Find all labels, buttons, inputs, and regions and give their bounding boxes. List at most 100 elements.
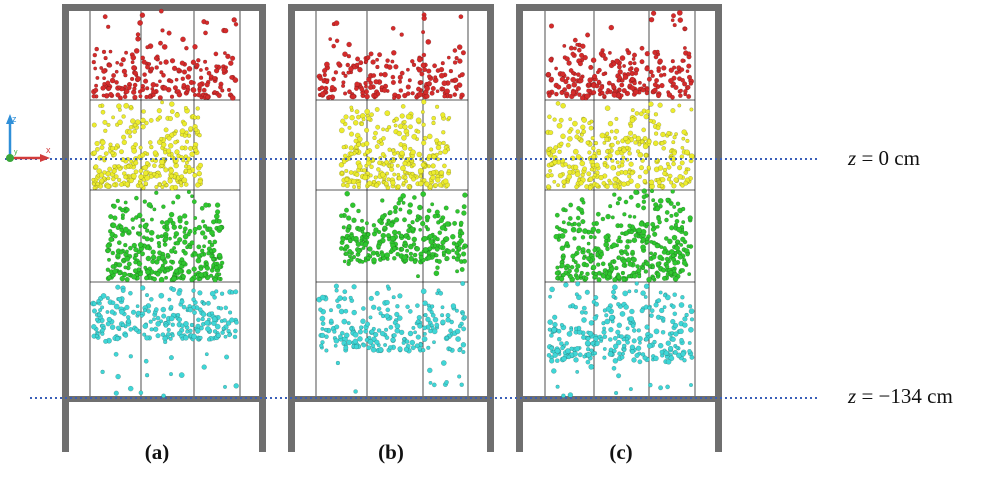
particle <box>683 230 689 237</box>
particle <box>333 337 340 344</box>
particle <box>344 207 349 213</box>
particle <box>410 345 416 351</box>
particle <box>368 315 373 320</box>
particle <box>624 244 630 250</box>
particle <box>631 328 637 333</box>
particle <box>167 143 174 149</box>
particle <box>427 183 433 189</box>
particle <box>378 72 384 77</box>
particle <box>628 194 634 200</box>
particle <box>596 262 601 267</box>
particle <box>167 217 174 223</box>
particle <box>436 288 441 293</box>
particle <box>652 140 659 147</box>
particle <box>353 235 359 242</box>
particle <box>575 154 582 160</box>
particle <box>416 151 423 158</box>
frame-right-post <box>487 4 494 452</box>
particle <box>636 227 643 234</box>
particle <box>576 86 581 91</box>
particle <box>431 382 437 388</box>
particle <box>580 43 586 49</box>
particle <box>622 347 627 353</box>
particle <box>392 333 397 338</box>
particle <box>559 341 564 346</box>
particle <box>425 39 432 45</box>
particle <box>141 109 146 114</box>
particle <box>640 139 645 144</box>
particle <box>559 263 565 269</box>
particle <box>343 73 348 79</box>
particle <box>418 180 424 187</box>
particle <box>116 164 121 169</box>
particle <box>545 71 551 77</box>
particle <box>654 205 661 212</box>
particle <box>573 326 579 331</box>
particle-layers <box>90 8 695 399</box>
particle <box>588 320 595 326</box>
particle <box>432 63 438 69</box>
particle <box>383 181 389 187</box>
particle <box>92 301 97 307</box>
particle <box>440 313 445 318</box>
particle <box>114 336 121 342</box>
particle <box>119 224 124 230</box>
particle <box>368 295 374 302</box>
particle <box>126 261 132 267</box>
particle <box>218 306 224 311</box>
particle <box>621 351 626 356</box>
particle <box>616 302 621 307</box>
particle <box>340 236 346 242</box>
particle <box>449 319 454 325</box>
particle <box>200 248 205 253</box>
particle <box>418 174 423 179</box>
particle <box>680 351 686 357</box>
particle <box>363 258 368 263</box>
particle <box>354 172 360 177</box>
frame-left-post <box>62 4 69 452</box>
particle <box>198 266 204 271</box>
particle <box>347 238 353 244</box>
particle <box>570 226 577 233</box>
particle <box>574 267 580 274</box>
particle <box>198 335 203 340</box>
particle <box>681 206 686 212</box>
particle <box>375 64 380 70</box>
particle <box>123 200 128 205</box>
particle <box>604 313 609 318</box>
particle <box>124 88 130 95</box>
particle <box>680 236 686 243</box>
particle <box>457 324 463 329</box>
particle <box>394 323 401 329</box>
particle <box>202 301 207 306</box>
particle <box>117 177 122 183</box>
particle <box>100 139 106 146</box>
particle <box>369 112 374 117</box>
particle <box>363 237 368 242</box>
particle <box>627 214 633 219</box>
particle <box>195 327 201 334</box>
particle <box>561 184 566 189</box>
particle <box>143 170 149 176</box>
particle <box>589 348 594 353</box>
particle <box>666 164 672 170</box>
particle <box>128 327 134 332</box>
particle <box>547 327 552 332</box>
particle <box>368 173 373 178</box>
particle <box>617 351 622 356</box>
particle <box>416 56 423 63</box>
particle <box>426 164 431 169</box>
particle <box>411 62 417 68</box>
particle <box>224 65 229 70</box>
particle <box>426 81 433 87</box>
particle <box>233 289 239 295</box>
particle <box>214 289 219 294</box>
particle <box>106 176 111 181</box>
particle <box>453 77 459 83</box>
particle <box>181 82 187 88</box>
particle <box>435 177 441 183</box>
particle <box>135 32 141 37</box>
particle <box>676 9 683 16</box>
particle <box>121 114 126 119</box>
particle <box>180 76 186 82</box>
